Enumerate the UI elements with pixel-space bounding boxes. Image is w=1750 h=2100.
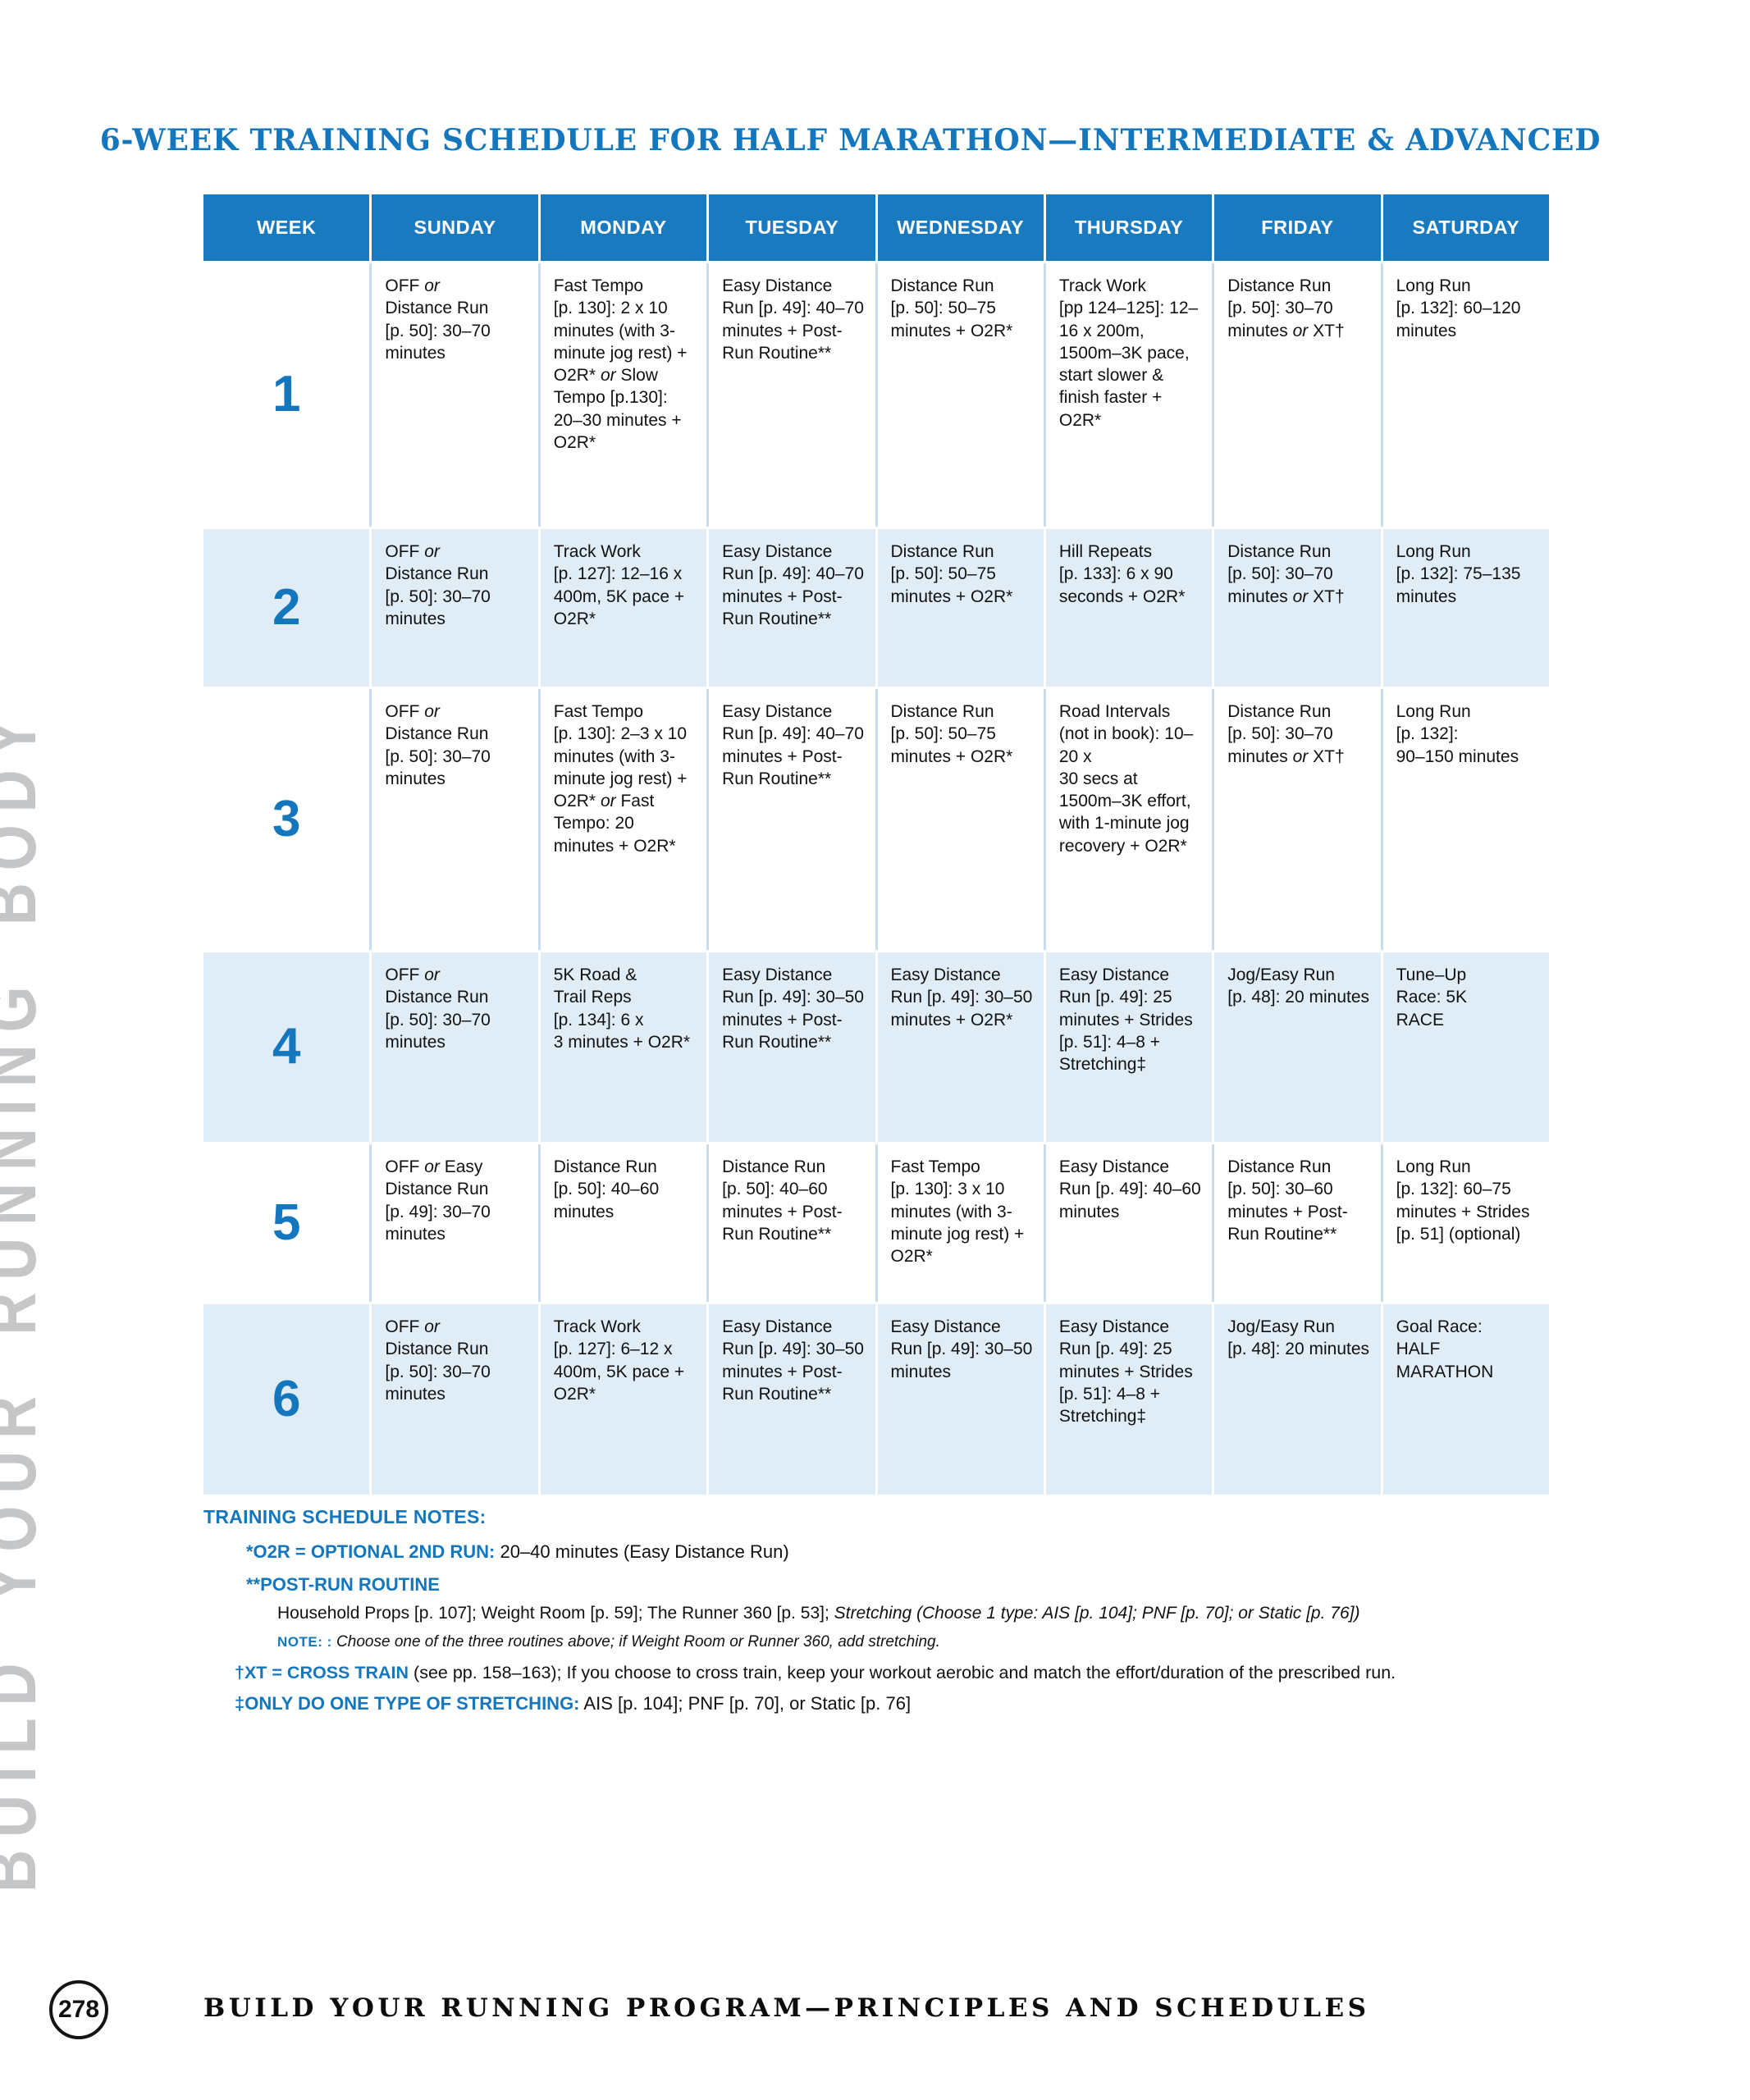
schedule-cell: Distance Run [p. 50]: 40–60 minutes (540, 1144, 707, 1302)
note-postrun: **POST-RUN ROUTINE (203, 1574, 1738, 1596)
schedule-cell: Jog/Easy Run [p. 48]: 20 minutes (1214, 1304, 1381, 1495)
schedule-cell: Track Work [pp 124–125]: 12–16 x 200m, 15… (1045, 263, 1213, 527)
schedule-cell: Easy Distance Run [p. 49]: 40–70 minutes … (709, 263, 875, 527)
schedule-cell: OFF or Distance Run [p. 50]: 30–70 minutes (372, 952, 538, 1142)
column-header-saturday: SATURDAY (1382, 194, 1549, 261)
column-header-sunday: SUNDAY (372, 194, 538, 261)
schedule-cell: Distance Run [p. 50]: 40–60 minutes + Pos… (709, 1144, 875, 1302)
table-header-row: WEEK SUNDAY MONDAY TUESDAY WEDNESDAY THU… (203, 194, 1549, 261)
note-xt: †XT = CROSS TRAIN (see pp. 158–163); If … (203, 1663, 1738, 1683)
schedule-cell: Long Run [p. 132]: 75–135 minutes (1382, 529, 1549, 687)
note-o2r-text: 20–40 minutes (Easy Distance Run) (495, 1541, 789, 1562)
schedule-cell: Hill Repeats [p. 133]: 6 x 90 seconds + O… (1045, 529, 1213, 687)
note-postrun-detail: Household Props [p. 107]; Weight Room [p… (277, 1604, 1360, 1623)
note-stretching: ‡ONLY DO ONE TYPE OF STRETCHING: AIS [p.… (203, 1693, 1738, 1714)
schedule-cell: Long Run [p. 132]: 60–75 minutes + Stride… (1382, 1144, 1549, 1302)
schedule-row-week-1: 1 OFF or Distance Run [p. 50]: 30–70 minute… (203, 263, 1549, 527)
page-number-badge: 278 (49, 1980, 108, 2039)
schedule-cell: Distance Run [p. 50]: 50–75 minutes + O2R… (877, 529, 1044, 687)
schedule-cell: Easy Distance Run [p. 49]: 40–70 minutes … (709, 689, 875, 950)
note-routine-choice: NOTE: : Choose one of the three routines… (203, 1633, 1738, 1651)
schedule-cell: Easy Distance Run [p. 49]: 30–50 minutes … (709, 952, 875, 1142)
column-header-friday: FRIDAY (1214, 194, 1381, 261)
schedule-cell: Track Work [p. 127]: 12–16 x 400m, 5K pac… (540, 529, 707, 687)
note-o2r-label: *O2R = OPTIONAL 2ND RUN: (246, 1541, 496, 1562)
schedule-row-week-5: 5 OFF or Easy Distance Run [p. 49]: 30–70 m… (203, 1144, 1549, 1302)
note-xt-text: (see pp. 158–163); If you choose to cros… (409, 1663, 1396, 1682)
week-number: 6 (203, 1304, 370, 1495)
schedule-cell: Track Work [p. 127]: 6–12 x 400m, 5K pace… (540, 1304, 707, 1495)
side-edge-title: BUILD YOUR RUNNING BODY (0, 705, 51, 1892)
note-routine-label: NOTE: : (277, 1634, 332, 1650)
column-header-thursday: THURSDAY (1045, 194, 1213, 261)
schedule-cell: Tune–Up Race: 5K RACE (1382, 952, 1549, 1142)
week-number: 4 (203, 952, 370, 1142)
schedule-cell: Easy Distance Run [p. 49]: 25 minutes + S… (1045, 1304, 1213, 1495)
schedule-row-week-4: 4 OFF or Distance Run [p. 50]: 30–70 minute… (203, 952, 1549, 1142)
schedule-cell: Easy Distance Run [p. 49]: 25 minutes + S… (1045, 952, 1213, 1142)
schedule-body: 1 OFF or Distance Run [p. 50]: 30–70 minute… (203, 263, 1549, 1495)
week-number: 3 (203, 689, 370, 950)
schedule-cell: Easy Distance Run [p. 49]: 30–50 minutes (877, 1304, 1044, 1495)
week-number: 1 (203, 263, 370, 527)
week-number: 2 (203, 529, 370, 687)
page-number: 278 (57, 1996, 100, 2023)
schedule-cell: Easy Distance Run [p. 49]: 30–50 minutes … (877, 952, 1044, 1142)
column-header-tuesday: TUESDAY (709, 194, 875, 261)
schedule-cell: Road Intervals (not in book): 10–20 x 30 … (1045, 689, 1213, 950)
schedule-cell: OFF or Distance Run [p. 50]: 30–70 minutes (372, 689, 538, 950)
note-xt-label: †XT = CROSS TRAIN (235, 1663, 409, 1682)
schedule-cell: Distance Run [p. 50]: 50–75 minutes + O2R… (877, 689, 1044, 950)
schedule-cell: Fast Tempo [p. 130]: 2–3 x 10 minutes (wi… (540, 689, 707, 950)
schedule-cell: Easy Distance Run [p. 49]: 30–50 minutes … (709, 1304, 875, 1495)
schedule-cell: OFF or Distance Run [p. 50]: 30–70 minutes (372, 263, 538, 527)
schedule-cell: Distance Run [p. 50]: 30–70 minutes or XT… (1214, 529, 1381, 687)
schedule-cell: Distance Run [p. 50]: 30–70 minutes or XT… (1214, 689, 1381, 950)
schedule-row-week-2: 2 OFF or Distance Run [p. 50]: 30–70 minute… (203, 529, 1549, 687)
schedule-cell: OFF or Easy Distance Run [p. 49]: 30–70 mi… (372, 1144, 538, 1302)
schedule-cell: Fast Tempo [p. 130]: 2 x 10 minutes (with… (540, 263, 707, 527)
note-routine-text: Choose one of the three routines above; … (331, 1633, 940, 1650)
schedule-cell: Easy Distance Run [p. 49]: 40–70 minutes … (709, 529, 875, 687)
schedule-cell: OFF or Distance Run [p. 50]: 30–70 minutes (372, 1304, 538, 1495)
schedule-row-week-3: 3 OFF or Distance Run [p. 50]: 30–70 minute… (203, 689, 1549, 950)
notes-heading: TRAINING SCHEDULE NOTES: (203, 1506, 487, 1527)
column-header-monday: MONDAY (540, 194, 707, 261)
schedule-cell: OFF or Distance Run [p. 50]: 30–70 minutes (372, 529, 538, 687)
schedule-cell: Long Run [p. 132]: 60–120 minutes (1382, 263, 1549, 527)
training-schedule-table: WEEK SUNDAY MONDAY TUESDAY WEDNESDAY THU… (203, 194, 1549, 1495)
schedule-cell: Easy Distance Run [p. 49]: 40–60 minutes (1045, 1144, 1213, 1302)
schedule-cell: Distance Run [p. 50]: 50–75 minutes + O2R… (877, 263, 1044, 527)
note-postrun-label: **POST-RUN ROUTINE (246, 1574, 440, 1595)
footer-chapter-title: BUILD YOUR RUNNING PROGRAM—PRINCIPLES AN… (203, 1993, 1370, 2023)
schedule-cell: Distance Run [p. 50]: 30–70 minutes or XT… (1214, 263, 1381, 527)
schedule-cell: Distance Run [p. 50]: 30–60 minutes + Pos… (1214, 1144, 1381, 1302)
page-title: 6-WEEK TRAINING SCHEDULE FOR HALF MARATH… (99, 123, 1602, 158)
note-o2r: *O2R = OPTIONAL 2ND RUN: 20–40 minutes (… (203, 1541, 1738, 1563)
column-header-week: WEEK (203, 194, 370, 261)
training-schedule-notes: TRAINING SCHEDULE NOTES: *O2R = OPTIONAL… (203, 1506, 1738, 1714)
note-stretching-label: ‡ONLY DO ONE TYPE OF STRETCHING: (235, 1693, 580, 1714)
schedule-cell: Jog/Easy Run [p. 48]: 20 minutes (1214, 952, 1381, 1142)
column-header-wednesday: WEDNESDAY (877, 194, 1044, 261)
schedule-cell: Goal Race: HALF MARATHON (1382, 1304, 1549, 1495)
note-stretching-text: AIS [p. 104]; PNF [p. 70], or Static [p.… (579, 1693, 912, 1714)
schedule-row-week-6: 6 OFF or Distance Run [p. 50]: 30–70 minute… (203, 1304, 1549, 1495)
schedule-cell: Long Run [p. 132]: 90–150 minutes (1382, 689, 1549, 950)
schedule-cell: Fast Tempo [p. 130]: 3 x 10 minutes (with… (877, 1144, 1044, 1302)
week-number: 5 (203, 1144, 370, 1302)
